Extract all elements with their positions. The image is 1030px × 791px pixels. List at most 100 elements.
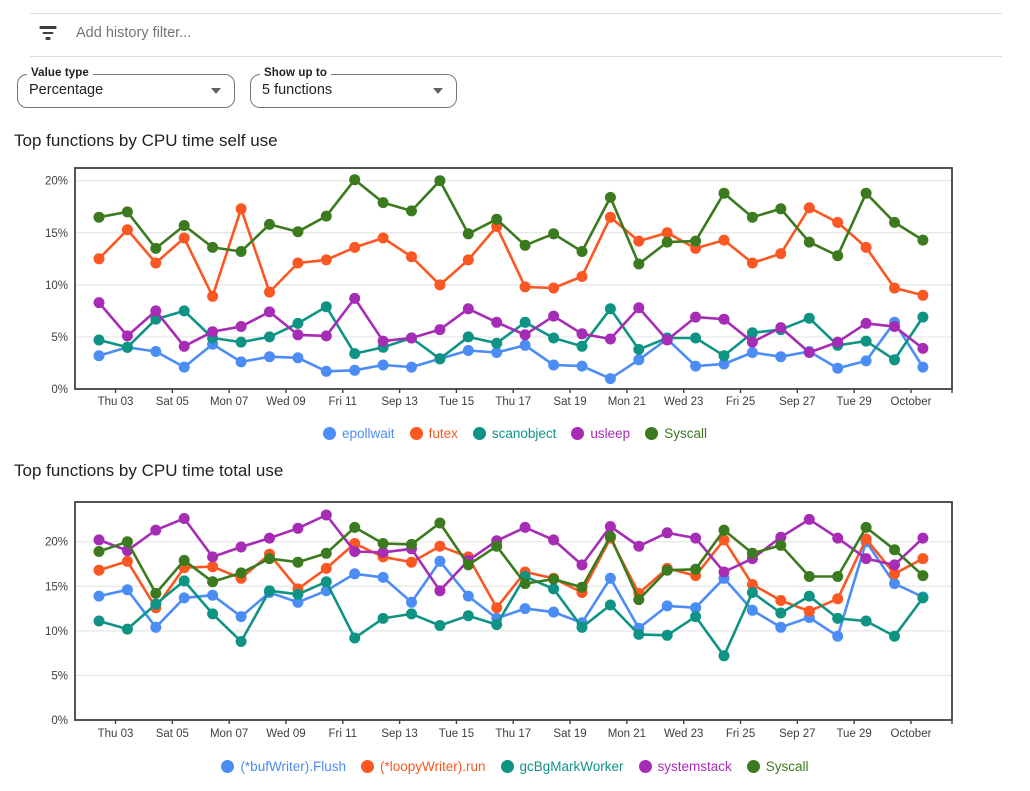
data-point bbox=[775, 203, 787, 215]
legend-label: epollwait bbox=[342, 425, 395, 441]
data-point bbox=[519, 603, 531, 615]
data-point bbox=[661, 564, 673, 576]
data-point bbox=[121, 555, 133, 567]
x-axis-label: Tue 29 bbox=[836, 728, 871, 740]
y-axis-label: 0% bbox=[51, 384, 68, 396]
chevron-down-icon bbox=[211, 88, 221, 94]
data-point bbox=[264, 306, 275, 318]
data-point bbox=[917, 234, 929, 246]
y-axis-label: 5% bbox=[51, 332, 68, 344]
x-axis-label: Sep 27 bbox=[779, 728, 815, 740]
data-point bbox=[434, 540, 446, 552]
y-axis-label: 15% bbox=[45, 228, 68, 240]
data-point bbox=[93, 334, 105, 346]
data-point bbox=[235, 636, 247, 647]
history-filter-input[interactable] bbox=[74, 24, 478, 42]
data-point bbox=[746, 587, 758, 598]
x-axis-label: Fri 25 bbox=[726, 396, 755, 408]
data-point bbox=[491, 213, 503, 225]
data-point bbox=[292, 329, 304, 341]
data-point bbox=[718, 313, 730, 325]
legend-dot bbox=[746, 759, 760, 773]
data-point bbox=[462, 254, 474, 266]
data-point bbox=[434, 324, 446, 336]
data-point bbox=[178, 220, 190, 231]
data-point bbox=[690, 611, 702, 623]
data-point bbox=[604, 333, 616, 345]
series-futex bbox=[93, 202, 929, 302]
data-point bbox=[93, 350, 105, 362]
data-point bbox=[264, 331, 275, 343]
data-point bbox=[377, 335, 389, 347]
data-point bbox=[292, 257, 304, 269]
top-divider bbox=[30, 13, 1002, 14]
data-point bbox=[121, 206, 133, 218]
data-point bbox=[93, 615, 105, 627]
data-point bbox=[235, 321, 247, 332]
data-point bbox=[377, 538, 389, 549]
x-axis-label: Fri 11 bbox=[329, 396, 358, 408]
data-point bbox=[604, 599, 616, 611]
legend-dot bbox=[221, 759, 235, 773]
data-point bbox=[889, 544, 900, 556]
data-point bbox=[803, 236, 815, 248]
data-point bbox=[434, 620, 446, 631]
plot-border bbox=[74, 167, 953, 390]
data-point bbox=[349, 292, 361, 304]
data-point bbox=[491, 337, 503, 349]
filter-divider bbox=[30, 56, 1002, 57]
data-point bbox=[661, 600, 673, 612]
data-point bbox=[207, 608, 219, 620]
y-axis-label: 10% bbox=[45, 280, 68, 292]
plot-area: 0% 5% 10% 15% 20% Thu 03 Sat 05 Mon 07 Wed 09 Fri… bbox=[45, 501, 953, 740]
chart-title-total-use: Top functions by CPU time total use bbox=[14, 461, 284, 480]
data-point bbox=[576, 340, 588, 352]
data-point bbox=[775, 621, 787, 633]
data-point bbox=[889, 630, 900, 642]
data-point bbox=[860, 615, 872, 627]
x-axis-label: Thu 03 bbox=[98, 728, 134, 740]
data-point bbox=[889, 321, 900, 332]
x-axis-label: Thu 17 bbox=[495, 396, 531, 408]
data-point bbox=[604, 191, 616, 203]
data-point bbox=[889, 354, 900, 366]
x-axis-label: Mon 07 bbox=[210, 728, 248, 740]
data-point bbox=[746, 604, 758, 616]
data-point bbox=[860, 187, 872, 199]
data-point bbox=[604, 530, 616, 542]
x-axis-label: October bbox=[891, 396, 932, 408]
data-point bbox=[150, 621, 162, 633]
chart-cpu-total-use: 0% 5% 10% 15% 20% Thu 03 Sat 05 Mon 07 Wed 09 Fri… bbox=[0, 490, 1030, 746]
x-axis-label: Sat 05 bbox=[156, 396, 189, 408]
x-axis-label: Sat 19 bbox=[553, 396, 586, 408]
data-point bbox=[349, 521, 361, 533]
data-point bbox=[889, 568, 900, 580]
data-point bbox=[633, 235, 645, 247]
data-point bbox=[235, 336, 247, 348]
data-point bbox=[633, 628, 645, 640]
data-point bbox=[690, 360, 702, 372]
data-point bbox=[207, 561, 219, 573]
y-axis-label: 0% bbox=[51, 715, 68, 727]
series-line bbox=[97, 297, 925, 354]
show-up-to-select[interactable]: Show up to 5 functions bbox=[250, 67, 457, 108]
value-type-select[interactable]: Value type Percentage bbox=[17, 67, 235, 108]
data-point bbox=[917, 311, 929, 323]
data-point bbox=[178, 575, 190, 587]
data-point bbox=[292, 352, 304, 364]
data-point bbox=[491, 540, 503, 552]
data-point bbox=[832, 593, 844, 605]
x-axis-label: Sep 13 bbox=[381, 396, 417, 408]
data-point bbox=[462, 610, 474, 622]
x-axis-label: Fri 11 bbox=[329, 728, 358, 740]
data-point bbox=[178, 513, 190, 524]
data-point bbox=[178, 592, 190, 604]
data-point bbox=[235, 246, 247, 257]
data-point bbox=[746, 257, 758, 269]
data-point bbox=[576, 271, 588, 282]
data-point bbox=[718, 350, 730, 362]
data-point bbox=[860, 553, 872, 565]
data-point bbox=[803, 605, 815, 617]
data-point bbox=[207, 241, 219, 253]
